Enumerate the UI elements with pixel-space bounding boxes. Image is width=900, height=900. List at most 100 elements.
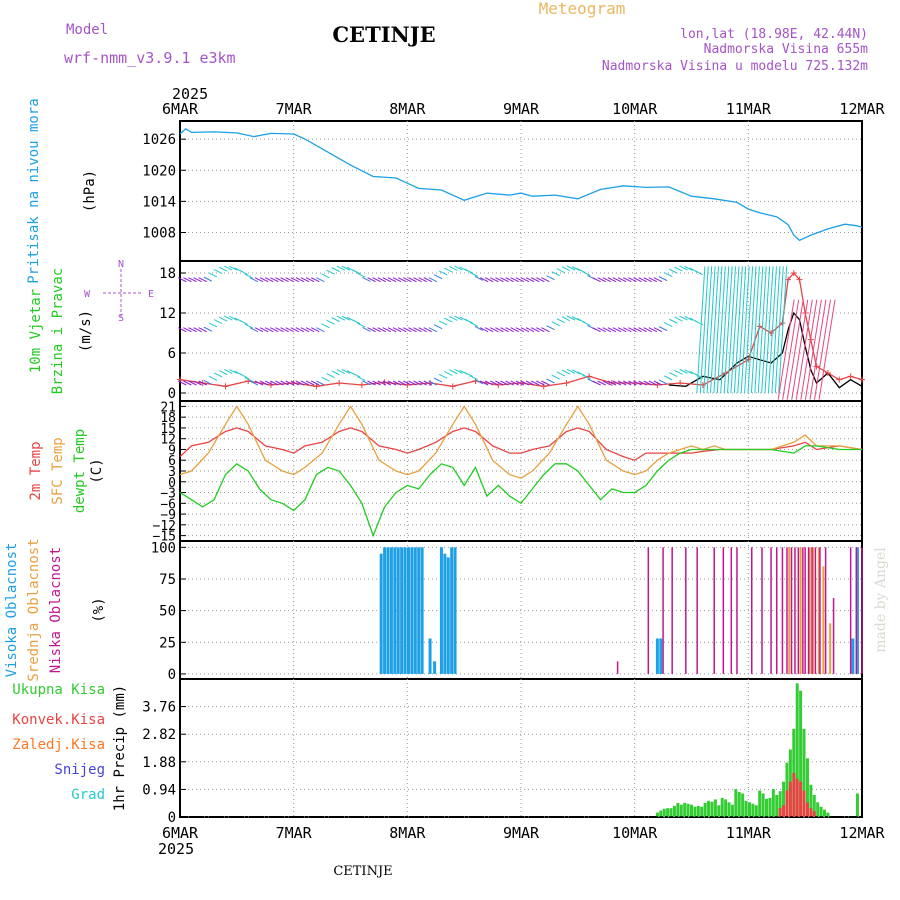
x-tick-label-bottom: 11MAR [726,824,772,842]
bar-ukupna-kisa [696,805,700,817]
wind-vector [617,277,627,283]
bar-konvek-kisa [778,808,782,817]
wind-vector [643,327,652,333]
wind-vector [290,380,300,386]
wind-vector [357,272,366,278]
wind-vector [469,375,479,381]
bar-ukupna-kisa [693,806,697,817]
bar-visoka-oblacnost [443,553,447,674]
wind-vector [566,368,576,374]
wind-vector [413,277,422,283]
gust-marker [790,270,797,276]
wind-vector [454,315,463,321]
wind-vector [290,327,300,333]
wind-vector [326,373,335,379]
wind-vector [357,376,366,381]
bar-ukupna-kisa [717,805,721,817]
wind-vector [218,266,228,272]
year-label-bottom: 2025 [158,840,194,858]
panel-title-temperature: SFC Temp [50,437,66,504]
wind-vector [203,380,213,385]
bar-niska-oblacnost [770,547,772,674]
watermark: made by Angel [873,547,889,653]
bar-ukupna-kisa [819,806,823,817]
wind-vector-strong [782,299,800,400]
x-axis-layer: 6MAR 6MAR 7MAR 7MAR 8MAR 8MAR 9MAR 9MAR 10MAR 10M… [162,100,886,842]
wind-vector-strong [809,299,827,400]
wind-vector [648,277,658,283]
wind-vector-strong [703,266,713,394]
compass-label: W [84,289,91,300]
wind-vector [305,277,315,283]
bar-visoka-oblacnost [439,547,443,674]
wind-vector [311,277,320,283]
wind-vector-strong [723,266,733,394]
wind-vector [270,277,279,283]
x-tick-label-top: 6MAR [162,100,199,118]
wind-vector [300,327,310,333]
wind-vector [638,327,647,333]
bar-ukupna-kisa [710,801,714,817]
y-tick-label: 18 [160,411,176,426]
wind-vector [239,269,248,275]
bar-ukupna-kisa [659,810,663,817]
bar-srednja-oblacnost [812,547,815,674]
wind-vector [658,379,668,385]
y-tick-label: −3 [160,487,176,502]
bar-ukupna-kisa [741,793,745,817]
wind-vector [546,275,555,281]
bar-visoka-oblacnost [450,547,454,674]
bar-niska-oblacnost [781,547,784,674]
bar-visoka-oblacnost [400,547,404,674]
wind-vector [674,316,683,322]
wind-vector [571,266,581,272]
bar-ukupna-kisa [690,804,693,817]
wind-vector [484,327,494,333]
x-tick-label-bottom: 8MAR [389,824,426,842]
bar-visoka-oblacnost [393,547,397,674]
wind-vector [244,323,253,329]
wind-vector [449,315,458,321]
wind-vector [628,327,637,333]
wind-vector [438,373,448,379]
bar-niska-oblacnost [849,547,852,674]
wind-vector [674,266,683,272]
wind-vector [643,277,652,283]
wind-vector-strong [733,266,743,394]
bar-visoka-oblacnost [410,547,414,674]
model-elevation-label: Nadmorska Visina u modelu 725.132m [602,59,868,74]
wind-vector-strong [750,266,760,394]
y-tick-label: 15 [160,422,176,437]
wind-vector [326,269,335,275]
wind-vector [669,268,678,274]
wind-vector [316,327,325,333]
y-tick-label: 1008 [142,225,176,241]
wind-vector [316,380,325,386]
y-tick-label: 1026 [142,132,176,148]
wind-vector [203,276,213,282]
wind-vector [408,277,417,283]
wind-vector [300,277,310,283]
wind-vector [208,322,218,328]
precip-unit-label: 1hr Precip (mm) [112,685,128,811]
panel-title-wind: 10m Vjetar [28,289,44,373]
bar-niska-oblacnost [790,547,793,674]
bar-ukupna-kisa [754,805,758,817]
bar-ukupna-kisa [686,803,690,817]
bar-visoka-oblacnost [403,547,407,674]
bar-visoka-oblacnost [386,547,390,674]
wind-vector [505,327,514,333]
wind-vector [582,271,591,277]
wind-vector [403,277,412,283]
panel-pressure: 1008 1014 1020 1026 Pritisak na nivou mora (h… [26,98,863,284]
wind-vector [265,380,274,386]
wind-vector [551,321,560,327]
wind-vector [546,378,555,384]
bar-ukupna-kisa [727,802,731,817]
wind-vector [530,380,540,386]
bar-niska-oblacnost [616,661,619,674]
y-tick-label: 0 [168,667,176,683]
x-tick-label-bottom: 10MAR [612,824,658,842]
panel-title-temperature: dewpt Temp [72,429,88,513]
wind-vector [484,380,494,386]
